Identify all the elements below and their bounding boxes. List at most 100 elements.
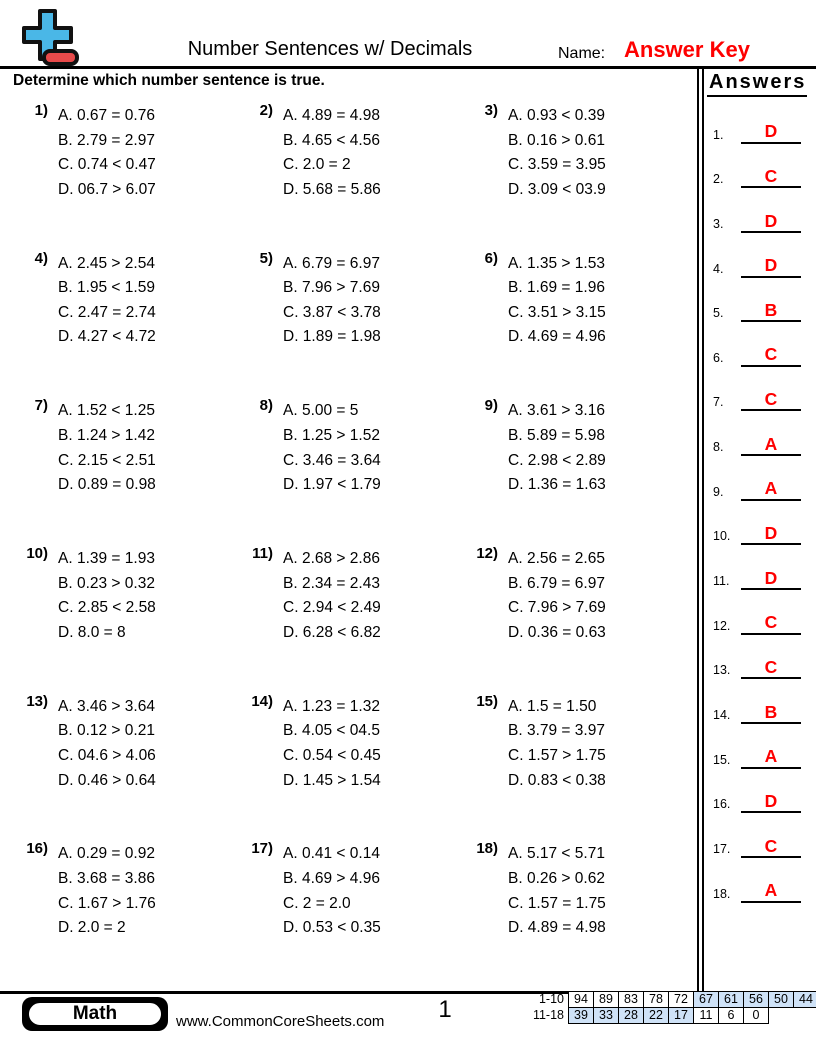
option-d: D. 0.46 > 0.64 [58,771,156,789]
answers-title: Answers [707,69,808,97]
answer-number: 12. [713,618,731,633]
score-cell: 33 [593,1007,619,1024]
answer-number: 11. [713,574,730,589]
option-d: D. 8.0 = 8 [58,623,126,641]
answer-number: 8. [713,440,724,455]
footer-divider [0,991,816,994]
option-a: A. 4.89 = 4.98 [283,107,380,124]
option-d: D. 1.36 = 1.63 [508,476,606,494]
option-b: B. 0.23 > 0.32 [58,574,155,592]
problem-12: 12) A. 2.56 = 2.65 B. 6.79 = 6.97 C. 7.9… [450,539,700,687]
problem-number: 18) [476,840,498,858]
option-b: B. 0.26 > 0.62 [508,870,605,888]
problem-3: 3) A. 0.93 < 0.39 B. 0.16 > 0.61 C. 3.59… [450,96,700,244]
problem-17: 17) A. 0.41 < 0.14 B. 4.69 > 4.96 C. 2 =… [225,834,450,982]
answer-blank: D [741,211,801,233]
option-a: A. 1.35 > 1.53 [508,254,605,272]
problem-11: 11) A. 2.68 > 2.86 B. 2.34 = 2.43 C. 2.9… [225,539,450,687]
problem-number: 17) [251,840,273,858]
subject-badge: Math [22,997,168,1031]
problem-options: A. 1.52 < 1.25 B. 1.24 > 1.42 C. 2.15 < … [58,399,156,497]
problem-8: 8) A. 5.00 = 5 B. 1.25 > 1.52 C. 3.46 = … [225,391,450,539]
problem-options: A. 0.29 = 0.92 B. 3.68 = 3.86 C. 1.67 > … [58,842,156,940]
answer-blank: C [741,613,801,635]
problem-13: 13) A. 3.46 > 3.64 B. 0.12 > 0.21 C. 04.… [0,687,225,835]
problem-2: 2) A. 4.89 = 4.98 B. 4.65 < 4.56 C. 2.0 … [225,96,450,244]
option-d: D. 4.89 = 4.98 [508,919,606,937]
option-b: B. 6.79 = 6.97 [508,574,605,592]
problem-10: 10) A. 1.39 = 1.93 B. 0.23 > 0.32 C. 2.8… [0,539,225,687]
option-a: A. 0.41 < 0.14 [283,845,380,863]
answer-blank: D [741,568,801,591]
answer-item-6: 6. C [705,322,816,367]
answer-item-9: 9. A [705,456,816,501]
option-b: B. 0.16 > 0.61 [508,131,605,149]
answer-blank: D [741,122,801,144]
answer-blank: A [741,479,801,501]
problem-number: 12) [476,545,498,563]
option-d: D. 4.69 = 4.96 [508,328,606,346]
option-d: D. 3.09 < 03.9 [508,180,606,198]
score-cell: 83 [618,991,644,1008]
problem-options: A. 0.93 < 0.39 B. 0.16 > 0.61 C. 3.59 = … [508,104,606,202]
option-b: B. 2.34 = 2.43 [283,574,380,592]
option-d: D. 1.89 = 1.98 [283,328,381,346]
answer-item-18: 18. A [705,858,816,903]
option-c: C. 1.57 > 1.75 [508,746,606,764]
option-c: C. 0.54 < 0.45 [283,746,381,764]
answer-item-14: 14. B [705,679,816,724]
option-a: A. 0.93 < 0.39 [508,107,605,124]
option-b: B. 4.05 < 04.5 [283,722,380,740]
option-c: C. 1.67 > 1.76 [58,894,156,912]
problem-18: 18) A. 5.17 < 5.71 B. 0.26 > 0.62 C. 1.5… [450,834,700,982]
option-b: B. 1.24 > 1.42 [58,426,155,444]
option-c: C. 3.87 < 3.78 [283,303,381,321]
answer-item-5: 5. B [705,278,816,323]
score-cell: 56 [743,991,769,1008]
answer-number: 6. [713,350,724,365]
option-d: D. 0.89 = 0.98 [58,476,156,494]
option-a: A. 0.29 = 0.92 [58,845,155,863]
option-b: B. 7.96 > 7.69 [283,279,380,297]
problem-number: 6) [484,249,498,267]
option-c: C. 2.15 < 2.51 [58,451,156,469]
score-cell: 0 [743,1007,769,1024]
option-b: B. 4.69 > 4.96 [283,870,380,888]
option-b: B. 3.68 = 3.86 [58,870,155,888]
score-cell: 6 [718,1007,744,1024]
answer-item-2: 2. C [705,144,816,189]
problem-options: A. 2.56 = 2.65 B. 6.79 = 6.97 C. 7.96 > … [508,547,606,645]
problem-7: 7) A. 1.52 < 1.25 B. 1.24 > 1.42 C. 2.15… [0,391,225,539]
answer-blank: A [741,434,801,457]
option-a: A. 1.23 = 1.32 [283,697,380,715]
option-a: A. 5.17 < 5.71 [508,845,605,863]
problem-number: 7) [34,397,48,415]
problem-number: 13) [26,692,48,710]
problem-5: 5) A. 6.79 = 6.97 B. 7.96 > 7.69 C. 3.87… [225,244,450,392]
option-b: B. 2.79 = 2.97 [58,131,155,149]
problem-number: 11) [252,545,273,563]
answer-number: 10. [713,529,731,544]
answer-number: 5. [713,306,724,321]
option-d: D. 1.45 > 1.54 [283,771,381,789]
answer-item-17: 17. C [705,813,816,858]
option-b: B. 3.79 = 3.97 [508,722,605,740]
score-cell: 72 [668,991,694,1008]
answer-blank: D [741,256,801,278]
option-c: C. 3.51 > 3.15 [508,303,606,321]
score-row-label: 1-10 [538,992,564,1006]
score-cell: 39 [568,1007,594,1024]
score-cell: 67 [693,991,719,1008]
answer-number: 17. [713,841,731,856]
score-cell: 61 [718,991,744,1008]
answer-number: 16. [713,797,731,812]
option-c: C. 1.57 = 1.75 [508,894,606,912]
problem-9: 9) A. 3.61 > 3.16 B. 5.89 = 5.98 C. 2.98… [450,391,700,539]
answer-number: 13. [713,663,731,678]
answer-number: 2. [713,172,724,187]
option-c: C. 3.46 = 3.64 [283,451,381,469]
score-cell: 28 [618,1007,644,1024]
answer-item-8: 8. A [705,411,816,457]
answer-blank: C [741,390,801,412]
answer-number: 18. [713,886,731,901]
